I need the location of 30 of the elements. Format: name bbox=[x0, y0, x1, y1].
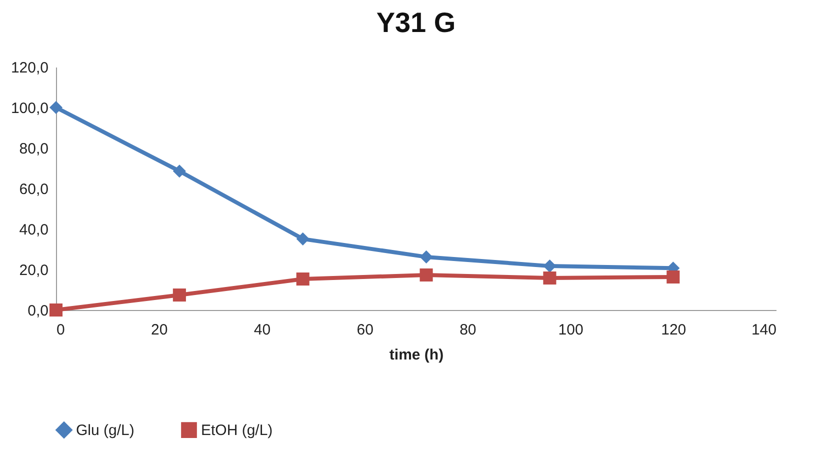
point bbox=[49, 100, 63, 114]
x-tick-label: 60 bbox=[356, 322, 374, 338]
y-tick-label: 120,0 bbox=[10, 60, 48, 76]
point bbox=[296, 232, 310, 246]
point bbox=[420, 268, 433, 282]
point bbox=[543, 271, 556, 285]
x-tick-label: 0 bbox=[56, 322, 65, 338]
point bbox=[543, 260, 556, 273]
y-tick-label: 20,0 bbox=[19, 262, 48, 279]
y-tick-label: 0,0 bbox=[28, 302, 48, 320]
x-tick-label: 120 bbox=[661, 322, 686, 338]
x-axis-title: time (h) bbox=[389, 346, 444, 364]
y-tick-label: 40,0 bbox=[19, 222, 48, 238]
legend-label: EtOH (g/L) bbox=[201, 422, 273, 440]
point bbox=[420, 250, 433, 264]
y-tick-label: 60,0 bbox=[19, 181, 48, 198]
y-tick-label: 100,0 bbox=[10, 100, 48, 117]
x-tick-label: 40 bbox=[254, 322, 271, 338]
x-tick-label: 20 bbox=[151, 322, 168, 338]
point bbox=[49, 303, 63, 317]
y-tick-label: 80,0 bbox=[19, 140, 48, 158]
point bbox=[296, 272, 310, 286]
x-tick-label: 100 bbox=[558, 322, 584, 338]
point bbox=[666, 270, 680, 284]
x-tick-label: 140 bbox=[751, 322, 776, 338]
legend-label: Glu (g/L) bbox=[76, 422, 134, 440]
point bbox=[172, 288, 186, 302]
chart-title: Y31 G bbox=[376, 7, 456, 38]
point bbox=[172, 164, 186, 178]
x-tick-label: 80 bbox=[460, 322, 476, 338]
